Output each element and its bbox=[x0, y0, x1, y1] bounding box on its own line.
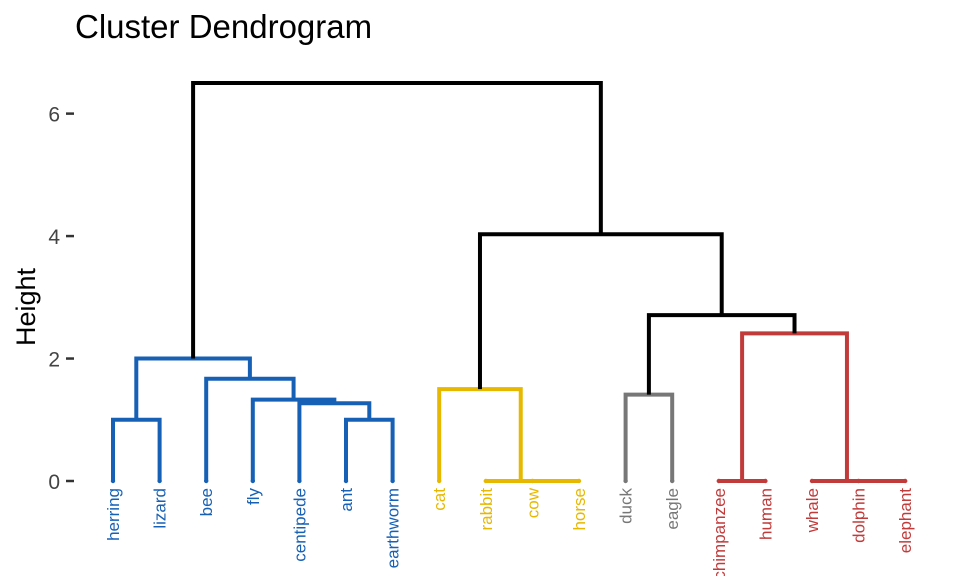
leaf-point bbox=[437, 478, 442, 484]
branch-m2 bbox=[344, 417, 395, 481]
y-tick-label: 0 bbox=[48, 471, 60, 494]
y-tick-label: 2 bbox=[48, 349, 60, 372]
branch-m16 bbox=[477, 232, 724, 390]
leaf-point bbox=[623, 478, 628, 484]
branch-m17 bbox=[191, 81, 603, 359]
branch-m3 bbox=[297, 401, 372, 481]
leaf-point bbox=[390, 478, 395, 484]
leaf-point bbox=[856, 478, 861, 484]
leaf-label: lizard bbox=[151, 488, 170, 529]
leaf-label: dolphin bbox=[850, 488, 869, 543]
branch-m14 bbox=[740, 331, 849, 481]
leaf-point bbox=[157, 478, 162, 484]
leaf-label: ant bbox=[337, 488, 356, 512]
chart-title: Cluster Dendrogram bbox=[75, 8, 372, 45]
leaf-point bbox=[763, 478, 768, 484]
leaf-labels: herring lizard bee fly centipede ant earthworm… bbox=[104, 478, 915, 576]
branch-m10 bbox=[623, 392, 675, 481]
branch-m6 bbox=[134, 356, 252, 420]
leaf-point bbox=[110, 478, 116, 484]
leaf-label: eagle bbox=[663, 488, 682, 530]
y-axis: 0 2 4 6 bbox=[48, 104, 74, 494]
branch-m15 bbox=[646, 313, 797, 395]
branch-m9 bbox=[437, 387, 523, 481]
leaf-point bbox=[809, 478, 815, 484]
branch-m1 bbox=[111, 417, 162, 481]
leaf-label: rabbit bbox=[477, 488, 496, 531]
leaf-label: whale bbox=[803, 488, 822, 533]
leaf-point bbox=[576, 478, 582, 484]
branch-m5 bbox=[204, 376, 296, 481]
leaf-label: earthworm bbox=[384, 488, 403, 568]
leaf-point bbox=[716, 478, 721, 484]
leaf-label: elephant bbox=[896, 488, 915, 554]
leaf-label: duck bbox=[617, 488, 636, 524]
leaf-point bbox=[250, 478, 255, 484]
leaf-point bbox=[903, 478, 908, 484]
leaf-label: chimpanzee bbox=[710, 488, 729, 576]
leaf-point bbox=[343, 478, 349, 484]
leaf-label: horse bbox=[570, 488, 589, 531]
leaf-label: centipede bbox=[290, 488, 309, 562]
leaf-label: bee bbox=[197, 488, 216, 516]
leaf-label: human bbox=[756, 488, 775, 540]
leaf-point bbox=[530, 478, 535, 484]
y-tick-label: 6 bbox=[48, 104, 60, 127]
branch-m4 bbox=[250, 397, 337, 481]
leaf-label: cow bbox=[523, 487, 542, 518]
leaf-label: fly bbox=[244, 488, 263, 506]
leaf-point bbox=[670, 478, 675, 484]
y-tick-label: 4 bbox=[48, 226, 60, 249]
leaf-point bbox=[483, 478, 488, 484]
leaf-label: cat bbox=[430, 488, 449, 511]
dendrogram-branches bbox=[111, 81, 906, 483]
y-axis-title: Height bbox=[11, 267, 41, 346]
leaf-point bbox=[204, 478, 209, 484]
leaf-point bbox=[297, 478, 302, 484]
leaf-label: herring bbox=[104, 488, 123, 541]
